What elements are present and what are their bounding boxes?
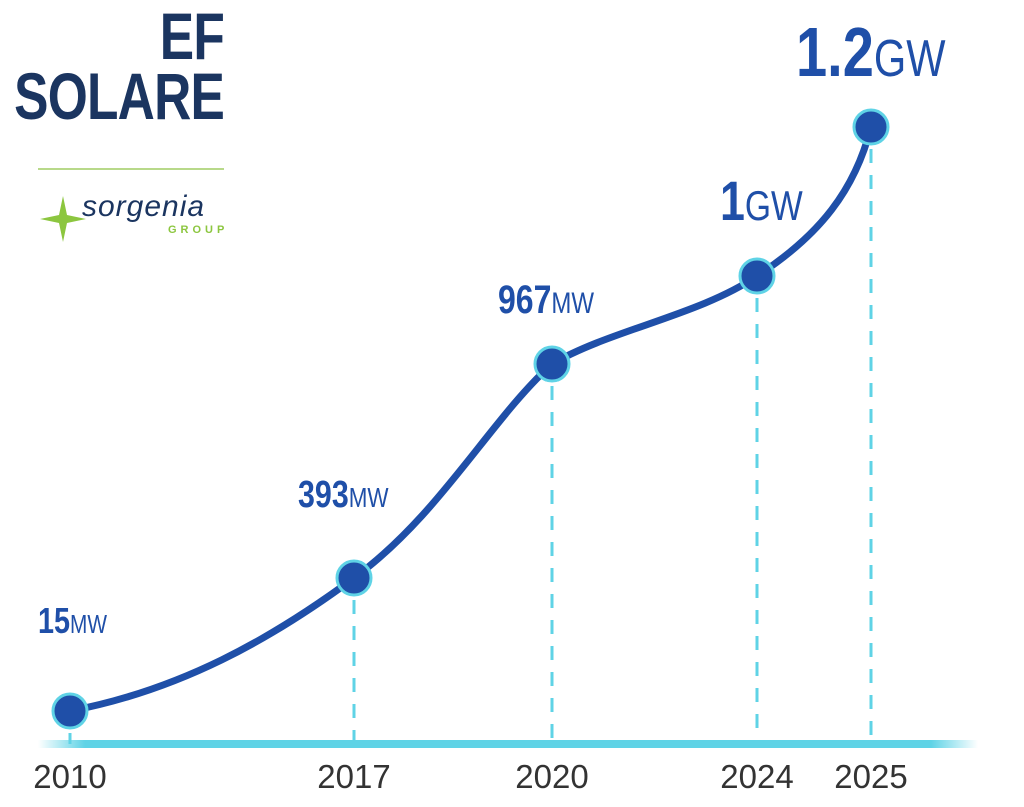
data-label-value: 1 xyxy=(720,169,745,232)
sorgenia-star-icon xyxy=(40,196,86,242)
series-line xyxy=(66,123,875,715)
data-point-2024 xyxy=(738,257,776,295)
data-label-value: 15 xyxy=(38,600,71,641)
brand-title: EF SOLARE xyxy=(14,0,225,133)
data-point-2017 xyxy=(335,559,373,597)
data-label-2024: 1GW xyxy=(720,168,803,233)
data-point-2020 xyxy=(533,345,571,383)
data-label-unit: GW xyxy=(873,30,946,88)
data-label-2020: 967MW xyxy=(498,278,594,323)
data-label-2017: 393MW xyxy=(298,474,389,517)
logo-text: sorgenia xyxy=(82,190,206,223)
x-tick-2025: 2025 xyxy=(834,758,908,795)
data-point-2010 xyxy=(51,692,89,730)
data-label-unit: MW xyxy=(348,482,389,513)
data-label-2010: 15MW xyxy=(38,600,107,642)
title-line-2: SOLARE xyxy=(14,59,225,133)
divider xyxy=(38,168,224,170)
x-tick-2017: 2017 xyxy=(317,758,391,795)
title-line-1: EF xyxy=(159,0,225,73)
data-label-unit: MW xyxy=(70,609,107,639)
logo-sub: GROUP xyxy=(168,224,229,236)
data-label-value: 393 xyxy=(298,474,349,516)
data-label-unit: MW xyxy=(551,287,595,320)
x-tick-2010: 2010 xyxy=(33,758,107,795)
data-label-unit: GW xyxy=(744,182,803,229)
data-label-value: 967 xyxy=(498,278,552,322)
data-label-2025: 1.2GW xyxy=(796,12,945,92)
x-tick-2020: 2020 xyxy=(515,758,589,795)
x-tick-2024: 2024 xyxy=(720,758,794,795)
data-label-value: 1.2 xyxy=(796,13,874,91)
data-point-2025 xyxy=(852,108,890,146)
x-axis xyxy=(38,740,978,748)
